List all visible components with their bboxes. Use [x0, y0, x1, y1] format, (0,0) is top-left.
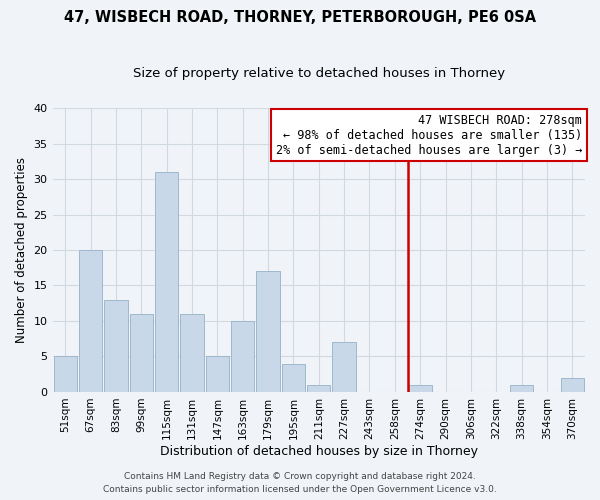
Bar — [206, 356, 229, 392]
Bar — [560, 378, 584, 392]
Title: Size of property relative to detached houses in Thorney: Size of property relative to detached ho… — [133, 68, 505, 80]
Text: 47, WISBECH ROAD, THORNEY, PETERBOROUGH, PE6 0SA: 47, WISBECH ROAD, THORNEY, PETERBOROUGH,… — [64, 10, 536, 25]
Bar — [282, 364, 305, 392]
X-axis label: Distribution of detached houses by size in Thorney: Distribution of detached houses by size … — [160, 444, 478, 458]
Bar — [104, 300, 128, 392]
Bar — [409, 385, 432, 392]
Text: 47 WISBECH ROAD: 278sqm
← 98% of detached houses are smaller (135)
2% of semi-de: 47 WISBECH ROAD: 278sqm ← 98% of detache… — [276, 114, 583, 156]
Bar — [130, 314, 153, 392]
Bar — [332, 342, 356, 392]
Bar — [53, 356, 77, 392]
Bar — [231, 321, 254, 392]
Bar — [510, 385, 533, 392]
Text: Contains HM Land Registry data © Crown copyright and database right 2024.
Contai: Contains HM Land Registry data © Crown c… — [103, 472, 497, 494]
Bar — [79, 250, 102, 392]
Bar — [256, 272, 280, 392]
Bar — [181, 314, 203, 392]
Bar — [307, 385, 331, 392]
Y-axis label: Number of detached properties: Number of detached properties — [15, 157, 28, 343]
Bar — [155, 172, 178, 392]
